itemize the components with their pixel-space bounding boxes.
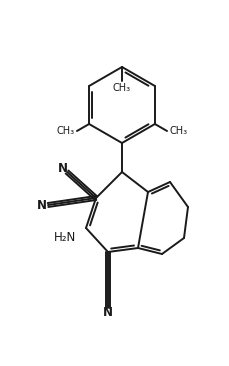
Text: N: N: [58, 162, 68, 175]
Text: CH₃: CH₃: [57, 126, 75, 136]
Text: CH₃: CH₃: [168, 126, 186, 136]
Text: N: N: [37, 199, 47, 212]
Text: N: N: [103, 306, 112, 320]
Text: H₂N: H₂N: [54, 232, 76, 244]
Text: CH₃: CH₃: [112, 83, 131, 93]
